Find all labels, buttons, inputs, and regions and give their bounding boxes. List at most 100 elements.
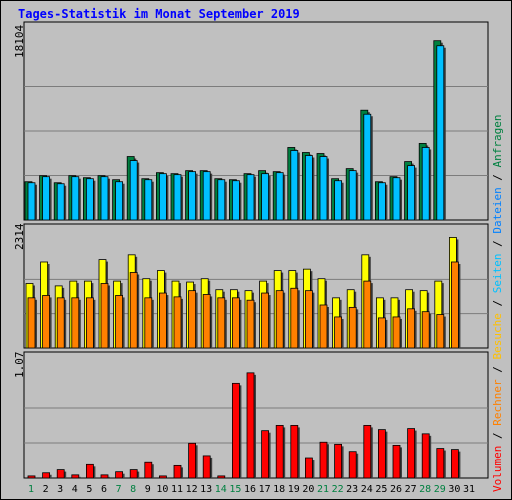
dateien-bar xyxy=(363,113,372,221)
dateien-bar-shadow xyxy=(35,184,37,220)
rechner-bar xyxy=(42,295,50,349)
volumen-bar xyxy=(450,449,459,479)
dateien-bar xyxy=(202,171,211,221)
dateien-bar xyxy=(188,171,197,221)
top-panel-max-label: 18104 xyxy=(13,24,26,58)
dateien-bar xyxy=(246,174,255,221)
dateien-bar-shadow xyxy=(122,183,125,220)
volumen-bar xyxy=(100,474,109,479)
rechner-bar-shadow xyxy=(356,309,359,348)
day-label: 19 xyxy=(287,484,300,495)
rechner-bar xyxy=(231,297,240,349)
rechner-bar xyxy=(421,311,430,349)
volumen-bar-shadow xyxy=(93,466,96,478)
volumen-bar xyxy=(246,372,255,479)
day-label: 3 xyxy=(57,484,64,495)
volumen-bar xyxy=(319,441,328,479)
dateien-bar xyxy=(144,179,153,221)
day-label: 14 xyxy=(214,484,227,495)
volumen-bar-shadow xyxy=(122,473,125,478)
volumen-bar xyxy=(188,442,197,479)
volumen-bar xyxy=(71,474,80,479)
day-label: 21 xyxy=(316,484,330,495)
volumen-bar xyxy=(231,382,240,479)
rechner-bar xyxy=(319,304,328,349)
dateien-bar xyxy=(304,155,313,221)
volumen-bar-shadow xyxy=(429,435,432,478)
dateien-bar-shadow xyxy=(327,158,329,220)
volumen-bar-shadow xyxy=(239,385,242,478)
dateien-bar-shadow xyxy=(108,178,110,220)
day-label: 22 xyxy=(331,484,344,495)
day-label: 15 xyxy=(229,484,242,495)
volumen-bar xyxy=(144,461,153,479)
volumen-bar-shadow xyxy=(443,450,446,478)
rechner-bar xyxy=(202,294,211,349)
rechner-bar-shadow xyxy=(458,263,461,348)
dateien-bar-shadow xyxy=(224,181,227,220)
volumen-bar-shadow xyxy=(268,432,271,478)
rechner-bar-shadow xyxy=(370,283,373,348)
rechner-bar-shadow xyxy=(239,299,242,348)
dateien-bar xyxy=(27,182,36,221)
rechner-bar-shadow xyxy=(64,299,67,348)
dateien-bar-shadow xyxy=(239,182,242,220)
rechner-bar-shadow xyxy=(181,298,183,348)
day-label: 7 xyxy=(115,484,122,495)
rechner-bar-shadow xyxy=(49,297,52,348)
dateien-bar-shadow xyxy=(181,176,183,220)
rechner-bar xyxy=(144,297,153,349)
rechner-bar-shadow xyxy=(35,299,37,348)
dateien-bar-shadow xyxy=(64,185,67,220)
rechner-bar-shadow xyxy=(195,292,198,348)
rechner-bar-shadow xyxy=(400,318,402,348)
rechner-bar xyxy=(348,306,357,349)
volumen-bar xyxy=(392,445,401,479)
day-label: 31 xyxy=(462,484,476,495)
rechner-bar-shadow xyxy=(327,306,329,348)
middle-panel-max-label: 2314 xyxy=(13,223,26,251)
volumen-bar xyxy=(202,455,211,479)
volumen-bar xyxy=(115,471,123,479)
volumen-bar xyxy=(158,475,167,479)
rechner-bar xyxy=(450,261,459,349)
day-label: 17 xyxy=(258,484,271,495)
day-label: 12 xyxy=(185,484,198,495)
rechner-bar-shadow xyxy=(166,295,169,348)
dateien-bar-shadow xyxy=(312,157,315,220)
rechner-bar xyxy=(188,290,197,349)
rechner-bar-shadow xyxy=(312,292,315,348)
legend-separator: / xyxy=(491,359,504,380)
volumen-bar xyxy=(173,464,182,479)
volumen-bar-shadow xyxy=(458,451,461,478)
rechner-bar-shadow xyxy=(443,316,446,348)
legend-seiten: Seiten xyxy=(491,253,504,294)
legend-rechner: Rechner xyxy=(491,379,504,426)
rechner-bar xyxy=(217,297,226,349)
rechner-bar-shadow xyxy=(283,292,286,348)
dateien-bar xyxy=(407,165,416,221)
day-label: 18 xyxy=(273,484,286,495)
rechner-bar xyxy=(115,295,123,349)
dateien-bar-shadow xyxy=(254,176,256,220)
day-label: 25 xyxy=(375,484,388,495)
dateien-bar-shadow xyxy=(210,173,213,220)
volumen-bar xyxy=(86,463,94,479)
volumen-bar xyxy=(261,430,270,479)
dateien-bar-shadow xyxy=(370,116,373,220)
day-label: 10 xyxy=(156,484,169,495)
volumen-bar-shadow xyxy=(414,430,417,478)
day-label: 9 xyxy=(144,484,151,495)
volumen-bar-shadow xyxy=(49,474,52,478)
rechner-bar xyxy=(334,316,343,349)
day-label: 8 xyxy=(130,484,137,495)
chart-title: Tages-Statistik im Monat September 2019 xyxy=(18,7,300,21)
rechner-bar-shadow xyxy=(429,313,432,348)
volumen-bar-shadow xyxy=(283,427,286,478)
rechner-bar xyxy=(290,287,299,349)
volumen-bar xyxy=(334,443,343,479)
dateien-bar xyxy=(56,183,65,221)
dateien-bar xyxy=(217,179,226,221)
dateien-bar-shadow xyxy=(414,167,417,220)
